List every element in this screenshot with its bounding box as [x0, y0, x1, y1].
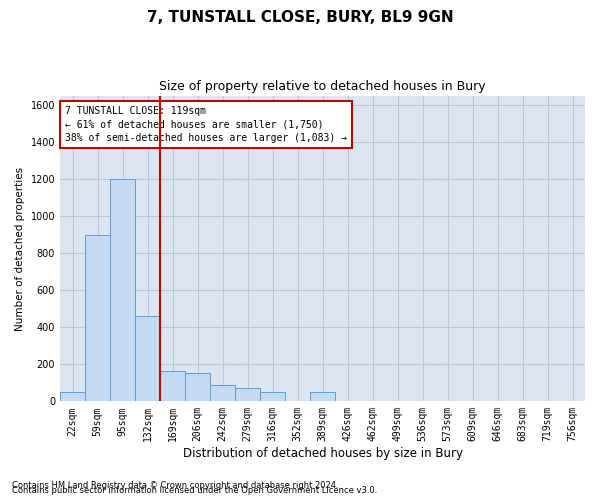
- X-axis label: Distribution of detached houses by size in Bury: Distribution of detached houses by size …: [182, 447, 463, 460]
- Bar: [260, 392, 285, 402]
- Bar: [135, 316, 160, 402]
- Y-axis label: Number of detached properties: Number of detached properties: [15, 166, 25, 330]
- Title: Size of property relative to detached houses in Bury: Size of property relative to detached ho…: [159, 80, 486, 93]
- Bar: [210, 384, 235, 402]
- Bar: [60, 392, 85, 402]
- Text: 7 TUNSTALL CLOSE: 119sqm
← 61% of detached houses are smaller (1,750)
38% of sem: 7 TUNSTALL CLOSE: 119sqm ← 61% of detach…: [65, 106, 347, 142]
- Bar: [310, 392, 335, 402]
- Text: Contains public sector information licensed under the Open Government Licence v3: Contains public sector information licen…: [12, 486, 377, 495]
- Bar: [185, 372, 210, 402]
- Bar: [235, 388, 260, 402]
- Bar: [160, 371, 185, 402]
- Bar: [85, 234, 110, 402]
- Bar: [110, 179, 135, 402]
- Text: 7, TUNSTALL CLOSE, BURY, BL9 9GN: 7, TUNSTALL CLOSE, BURY, BL9 9GN: [146, 10, 454, 25]
- Text: Contains HM Land Registry data © Crown copyright and database right 2024.: Contains HM Land Registry data © Crown c…: [12, 481, 338, 490]
